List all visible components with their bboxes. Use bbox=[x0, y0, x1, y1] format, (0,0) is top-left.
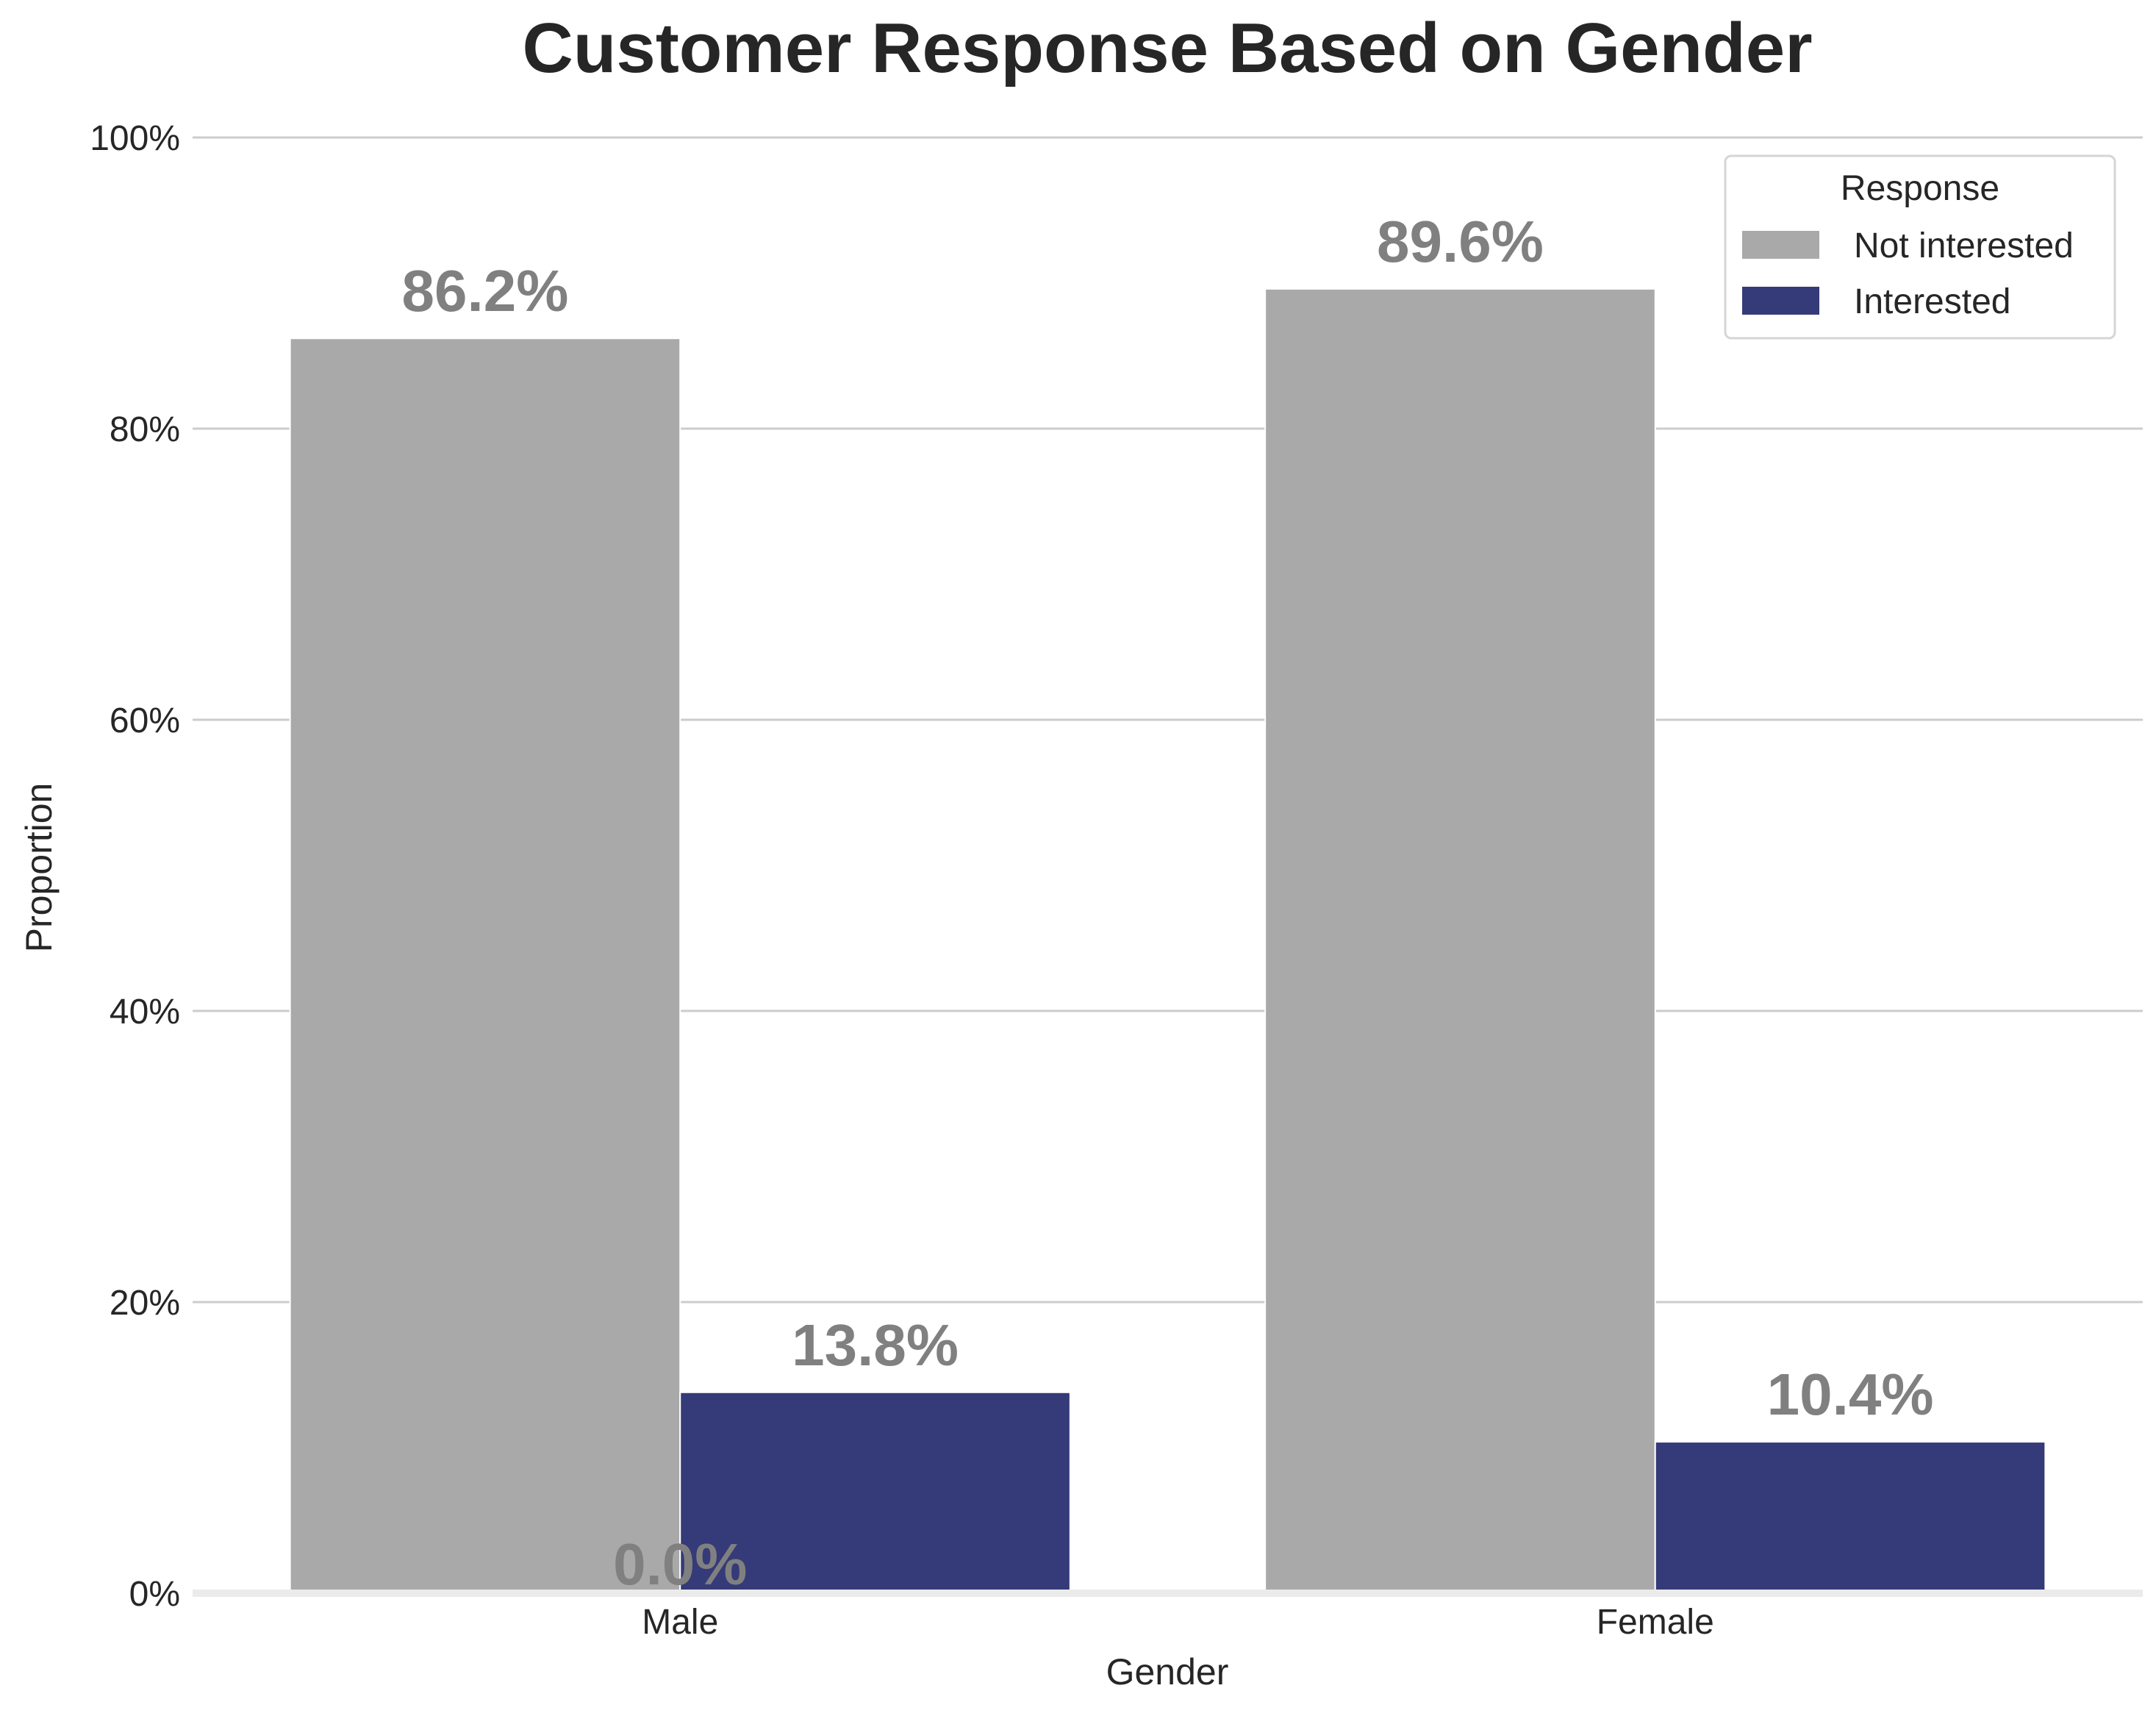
legend-entries: Not interested Interested bbox=[1742, 226, 2074, 321]
x-tick-label-male: Male bbox=[642, 1603, 718, 1642]
bar-male-not-interested bbox=[289, 337, 681, 1594]
y-tick-label: 60% bbox=[110, 701, 180, 740]
x-tick-label-female: Female bbox=[1597, 1603, 1714, 1642]
legend-frame bbox=[1724, 154, 2116, 340]
chart-title: Customer Response Based on Gender bbox=[522, 9, 1812, 87]
x-axis-label: Gender bbox=[1106, 1651, 1229, 1692]
legend-label-interested: Interested bbox=[1854, 282, 2010, 321]
y-tick-label: 100% bbox=[90, 119, 180, 158]
y-tick-label: 40% bbox=[110, 993, 180, 1032]
legend-title: Response bbox=[1841, 169, 1999, 208]
data-label: 86.2% bbox=[402, 258, 569, 323]
bar-female-not-interested bbox=[1264, 287, 1656, 1594]
data-label: 89.6% bbox=[1377, 209, 1544, 274]
y-tick-label: 80% bbox=[110, 410, 180, 449]
data-label: 0.0% bbox=[613, 1531, 747, 1597]
legend-label-not-interested: Not interested bbox=[1854, 226, 2074, 265]
data-labels: 86.2% 13.8% 0.0% 89.6% 10.4% bbox=[402, 209, 1934, 1597]
data-label: 13.8% bbox=[792, 1312, 959, 1378]
y-axis-label: Proportion bbox=[18, 783, 60, 953]
legend: Response Not interested Interested bbox=[1724, 154, 2116, 340]
bars bbox=[289, 287, 2046, 1594]
bar-female-interested bbox=[1654, 1441, 2046, 1594]
legend-swatch-interested bbox=[1742, 287, 1819, 315]
x-tick-labels: Male Female bbox=[642, 1603, 1714, 1642]
data-label: 10.4% bbox=[1767, 1362, 1934, 1427]
y-tick-labels: 0% 20% 40% 60% 80% 100% bbox=[90, 119, 180, 1614]
legend-swatch-not-interested bbox=[1742, 231, 1819, 259]
y-tick-label: 0% bbox=[129, 1575, 180, 1614]
y-tick-label: 20% bbox=[110, 1284, 180, 1323]
